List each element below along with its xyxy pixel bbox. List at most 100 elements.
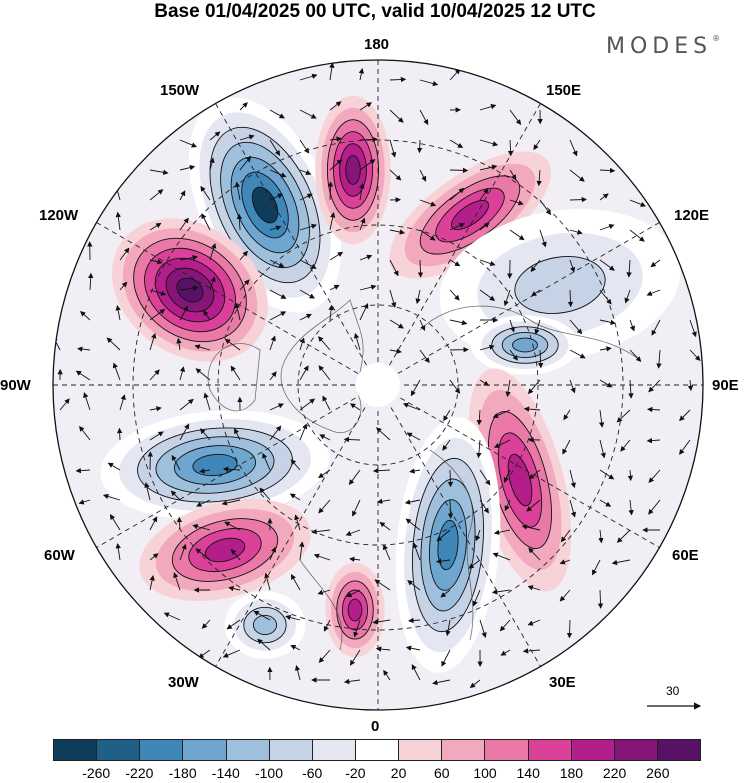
wind-arrow — [493, 529, 511, 535]
wind-arrow — [479, 164, 498, 171]
wind-arrow — [192, 523, 211, 531]
wind-arrow — [149, 406, 162, 412]
wind-arrow — [491, 589, 511, 595]
wind-arrow — [656, 349, 662, 369]
wind-arrow — [163, 612, 181, 621]
wind-arrow — [534, 319, 541, 335]
wind-arrow — [419, 169, 427, 182]
wind-arrow — [259, 487, 271, 501]
anomaly-pos-150e — [389, 151, 551, 279]
wind-arrow — [318, 365, 331, 381]
wind-arrow — [539, 229, 547, 248]
wind-arrow — [299, 398, 316, 411]
wind-arrow — [389, 319, 404, 329]
map-boundary — [52, 59, 704, 711]
wind-arrow — [651, 319, 661, 336]
wind-arrow — [176, 337, 182, 351]
wind-arrow — [323, 619, 331, 632]
legend-tick-label: 100 — [473, 765, 497, 781]
wind-arrow — [417, 259, 424, 278]
wind-arrow — [346, 589, 361, 598]
wind-arrow — [199, 468, 211, 474]
wind-arrow — [269, 546, 277, 561]
anomaly-neg-40w — [224, 591, 306, 659]
wind-arrow — [209, 276, 216, 291]
wind-arrow — [521, 524, 541, 531]
wind-arrow — [507, 139, 514, 157]
wind-arrow — [173, 572, 181, 591]
wind-arrow — [269, 225, 282, 231]
wind-arrow — [119, 281, 128, 291]
wind-arrow — [239, 250, 248, 261]
wind-arrow — [299, 223, 317, 231]
wind-arrow — [79, 425, 91, 441]
wind-arrow — [611, 559, 631, 566]
legend-ticks: -260 -220 -180 -140 -100 -60 -20 20 60 100 140 180 2… — [53, 765, 701, 783]
wind-arrow — [389, 109, 404, 123]
color-legend — [53, 739, 701, 761]
wind-arrow — [476, 409, 483, 426]
wind-arrow — [149, 259, 163, 265]
wind-arrow — [327, 181, 334, 201]
wind-arrow — [372, 619, 391, 625]
wind-arrow — [349, 649, 361, 666]
wind-arrow — [537, 349, 544, 369]
wind-arrow — [149, 289, 167, 296]
wind-arrow — [149, 575, 155, 591]
wind-arrow — [598, 529, 604, 544]
wind-arrow — [75, 467, 91, 474]
legend-tick-label: 180 — [559, 765, 584, 781]
wind-arrow — [289, 493, 301, 501]
vector-scale-label: 30 — [666, 684, 680, 698]
wind-arrow — [650, 259, 661, 268]
wind-arrow — [179, 139, 198, 148]
wind-arrow — [559, 559, 571, 565]
wind-arrow — [419, 199, 437, 207]
wind-arrow — [239, 279, 250, 291]
wind-arrow — [528, 547, 541, 561]
wind-arrow — [179, 165, 196, 171]
wind-arrow — [447, 499, 454, 519]
wind-arrow — [530, 259, 541, 273]
wind-arrow — [318, 336, 331, 351]
wind-arrow — [179, 305, 188, 321]
legend-swatch — [442, 740, 486, 760]
wind-arrow — [115, 543, 121, 561]
wind-arrow — [221, 499, 241, 506]
wind-arrow — [171, 454, 181, 471]
wind-arrow — [479, 259, 496, 267]
wind-arrow — [269, 289, 287, 299]
legend-swatch — [355, 740, 400, 760]
wind-arrow — [389, 289, 397, 308]
wind-arrow — [179, 398, 194, 411]
wind-arrow — [442, 439, 451, 451]
wind-arrow — [449, 223, 465, 231]
wind-arrow — [629, 229, 645, 242]
legend-swatch — [183, 740, 227, 760]
wind-arrow — [290, 574, 301, 591]
wind-arrow — [419, 229, 436, 241]
legend-swatch — [571, 740, 615, 760]
wind-arrow — [449, 289, 460, 301]
wind-arrow — [290, 644, 301, 651]
wind-arrow — [269, 169, 287, 178]
wind-arrow — [405, 518, 421, 531]
legend-swatch — [140, 740, 184, 760]
lon-label-120w: 120W — [39, 207, 79, 224]
wind-arrow — [201, 213, 211, 231]
wind-arrow — [328, 304, 334, 321]
wind-arrow — [294, 665, 301, 681]
wind-arrow — [359, 284, 377, 291]
wind-arrow — [269, 259, 285, 268]
wind-arrow — [377, 498, 391, 504]
wind-arrow — [415, 289, 421, 305]
wind-arrow — [319, 434, 331, 441]
wind-arrow — [475, 529, 481, 542]
wind-arrow — [299, 193, 313, 201]
wind-arrow — [616, 529, 631, 543]
wind-arrow — [528, 469, 541, 480]
legend-tick-label: 60 — [434, 765, 450, 781]
wind-arrow — [509, 199, 524, 206]
wind-arrow — [115, 211, 121, 231]
wind-arrow — [447, 469, 454, 488]
